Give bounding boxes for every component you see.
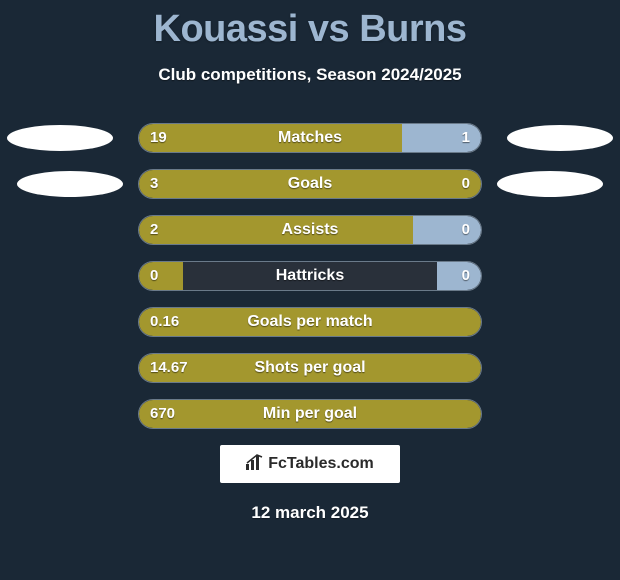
stat-label: Min per goal xyxy=(138,399,482,429)
chart-icon xyxy=(246,454,264,475)
brand-text: FcTables.com xyxy=(268,455,374,473)
stat-row: 0.16Goals per match xyxy=(0,307,620,337)
player-badge-right xyxy=(497,171,603,197)
date-label: 12 march 2025 xyxy=(0,503,620,523)
stat-row: 14.67Shots per goal xyxy=(0,353,620,383)
stat-label: Goals per match xyxy=(138,307,482,337)
stat-label: Shots per goal xyxy=(138,353,482,383)
stat-row: 00Hattricks xyxy=(0,261,620,291)
stat-label: Assists xyxy=(138,215,482,245)
page-title: Kouassi vs Burns xyxy=(0,0,620,51)
stat-row: 20Assists xyxy=(0,215,620,245)
player-badge-right xyxy=(507,125,613,151)
stat-row: 670Min per goal xyxy=(0,399,620,429)
subtitle: Club competitions, Season 2024/2025 xyxy=(0,65,620,85)
stat-label: Matches xyxy=(138,123,482,153)
player-badge-left xyxy=(7,125,113,151)
player-badge-left xyxy=(17,171,123,197)
brand-logo: FcTables.com xyxy=(220,445,400,483)
stat-label: Goals xyxy=(138,169,482,199)
stat-label: Hattricks xyxy=(138,261,482,291)
comparison-chart: 191Matches30Goals20Assists00Hattricks0.1… xyxy=(0,123,620,429)
